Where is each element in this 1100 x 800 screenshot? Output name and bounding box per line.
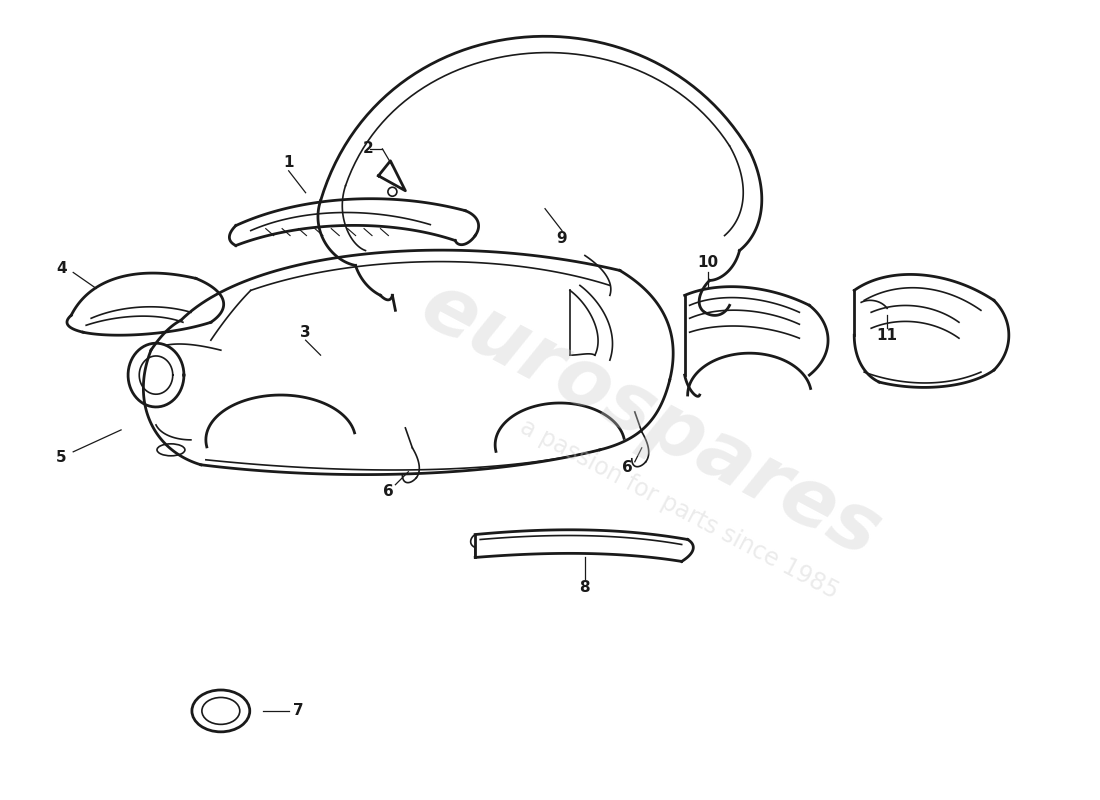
Text: 4: 4: [56, 261, 66, 276]
Text: 5: 5: [56, 450, 66, 466]
Text: 3: 3: [300, 325, 311, 340]
Text: 9: 9: [557, 231, 568, 246]
Text: 7: 7: [294, 703, 304, 718]
Text: 2: 2: [363, 142, 374, 156]
Circle shape: [388, 187, 397, 196]
Text: 10: 10: [697, 255, 718, 270]
Text: 1: 1: [284, 155, 294, 170]
Text: 11: 11: [877, 328, 898, 342]
Text: 6: 6: [623, 460, 634, 475]
Text: eurospares: eurospares: [407, 266, 893, 574]
Text: 8: 8: [580, 580, 591, 595]
Text: a passion for parts since 1985: a passion for parts since 1985: [516, 415, 843, 604]
Text: 6: 6: [383, 484, 394, 499]
